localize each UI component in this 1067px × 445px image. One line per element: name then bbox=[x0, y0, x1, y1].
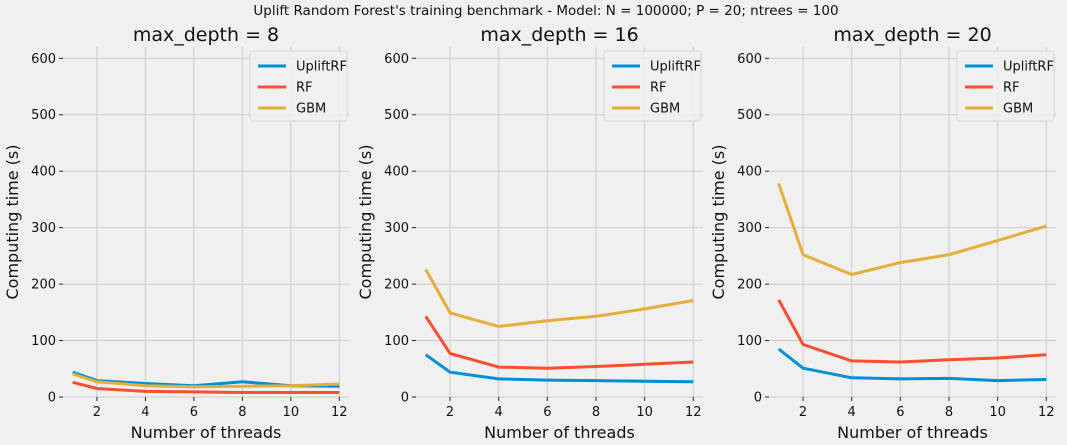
x-tick-label: 4 bbox=[848, 405, 856, 420]
series-line-gbm bbox=[777, 183, 1047, 276]
legend: UpliftRF RF GBM bbox=[603, 50, 702, 122]
y-tick-label: 200 bbox=[737, 278, 762, 293]
y-tick-label: 300 bbox=[737, 221, 762, 236]
x-tick-label: 2 bbox=[446, 405, 454, 420]
y-tick-label: 600 bbox=[737, 52, 762, 67]
chart-panel-1: 0 100 200 300 400 500 600 2 4 6 8 10 12 max_depth = 8… bbox=[3, 24, 349, 442]
series-line-gbm bbox=[424, 268, 694, 328]
legend-label-upliftrf: UpliftRF bbox=[650, 60, 701, 75]
y-axis-label: Computing time (s) bbox=[356, 145, 375, 300]
y-axis-label: Computing time (s) bbox=[3, 145, 22, 300]
chart-panel-2: 0 100 200 300 400 500 600 2 4 6 8 10 12 max_depth = 1… bbox=[356, 24, 703, 442]
x-tick-label: 6 bbox=[543, 405, 551, 420]
y-tick-label: 500 bbox=[384, 108, 409, 123]
y-tick-label: 400 bbox=[384, 165, 409, 180]
y-tick-label: 100 bbox=[384, 334, 409, 349]
panel-title: max_depth = 20 bbox=[833, 24, 991, 46]
x-tick-label: 6 bbox=[190, 405, 198, 420]
legend-label-upliftrf: UpliftRF bbox=[296, 60, 347, 75]
x-tick-label: 10 bbox=[636, 405, 653, 420]
y-tick-label: 400 bbox=[737, 165, 762, 180]
panel-title: max_depth = 16 bbox=[480, 24, 638, 46]
x-tick-label: 4 bbox=[141, 405, 149, 420]
panel-title: max_depth = 8 bbox=[133, 24, 279, 46]
x-tick-label: 8 bbox=[238, 405, 246, 420]
x-tick-label: 10 bbox=[283, 405, 300, 420]
legend-label-gbm: GBM bbox=[650, 102, 680, 117]
x-axis-label: Number of threads bbox=[131, 423, 282, 442]
y-axis-label: Computing time (s) bbox=[709, 145, 728, 300]
legend-box bbox=[603, 50, 702, 122]
legend-box bbox=[956, 50, 1055, 122]
legend-box bbox=[249, 50, 348, 122]
x-tick-label: 6 bbox=[896, 405, 904, 420]
y-tick-label: 600 bbox=[384, 52, 409, 67]
y-tick-label: 0 bbox=[754, 391, 762, 406]
x-tick-label: 8 bbox=[592, 405, 600, 420]
y-tick-label: 300 bbox=[31, 221, 56, 236]
x-tick-label: 10 bbox=[989, 405, 1006, 420]
x-axis-label: Number of threads bbox=[837, 423, 988, 442]
y-tick-label: 300 bbox=[384, 221, 409, 236]
x-tick-label: 12 bbox=[331, 405, 348, 420]
x-tick-label: 12 bbox=[1038, 405, 1055, 420]
x-tick-label: 12 bbox=[685, 405, 702, 420]
legend: UpliftRF RF GBM bbox=[249, 50, 348, 122]
series-line-upliftrf bbox=[777, 347, 1047, 383]
y-tick-label: 0 bbox=[48, 391, 56, 406]
y-tick-label: 200 bbox=[384, 278, 409, 293]
series-line-rf bbox=[424, 315, 694, 370]
x-tick-label: 2 bbox=[799, 405, 807, 420]
y-tick-label: 500 bbox=[737, 108, 762, 123]
x-tick-label: 4 bbox=[495, 405, 503, 420]
y-tick-label: 200 bbox=[31, 278, 56, 293]
y-tick-label: 100 bbox=[737, 334, 762, 349]
chart-panel-3: 0 100 200 300 400 500 600 2 4 6 8 10 12 max_depth = 2… bbox=[709, 24, 1056, 442]
x-tick-label: 2 bbox=[93, 405, 101, 420]
y-tick-label: 0 bbox=[401, 391, 409, 406]
series-line-gbm bbox=[72, 372, 340, 389]
figure-suptitle: Uplift Random Forest's training benchmar… bbox=[253, 3, 838, 19]
x-axis-label: Number of threads bbox=[484, 423, 635, 442]
series-line-rf bbox=[777, 299, 1047, 364]
series-line-upliftrf bbox=[424, 353, 694, 384]
y-tick-label: 400 bbox=[31, 165, 56, 180]
legend-label-gbm: GBM bbox=[296, 102, 326, 117]
legend-label-gbm: GBM bbox=[1003, 102, 1033, 117]
legend-label-rf: RF bbox=[650, 81, 667, 96]
legend: UpliftRF RF GBM bbox=[956, 50, 1055, 122]
legend-label-rf: RF bbox=[1003, 81, 1020, 96]
series-line-rf bbox=[72, 380, 340, 394]
legend-label-rf: RF bbox=[296, 81, 313, 96]
y-tick-label: 600 bbox=[31, 52, 56, 67]
y-tick-label: 500 bbox=[31, 108, 56, 123]
legend-label-upliftrf: UpliftRF bbox=[1003, 60, 1054, 75]
x-tick-label: 8 bbox=[945, 405, 953, 420]
y-tick-label: 100 bbox=[31, 334, 56, 349]
